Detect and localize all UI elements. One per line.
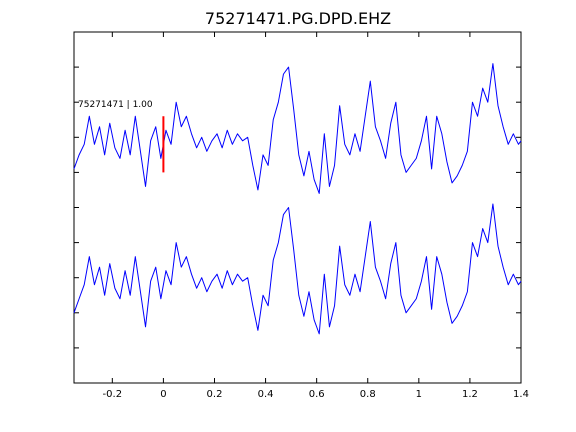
axes: -0.2 0 0.2 0.4 0.6 0.8 1 1.2 1.4 [74,32,529,400]
trace-line-2 [73,203,522,335]
trace-label: 75271471 | 1.00 [78,100,153,110]
trace-lines [73,63,522,335]
x-tick-label: 1.2 [462,389,478,400]
x-tick-label: 1 [416,389,422,400]
x-tick-label: 1.4 [513,389,529,400]
x-tick-label: 0 [160,389,166,400]
x-tick-label: -0.2 [103,389,123,400]
trace-line-1 [73,63,522,194]
x-tick-label: 0.8 [360,389,376,400]
x-tick-label: 0.4 [258,389,274,400]
annotations: 75271471 | 1.00 [78,100,165,173]
x-tick-label: 0.2 [207,389,223,400]
chart-title: 75271471.PG.DPD.EHZ [205,9,391,28]
x-tick-label: 0.6 [309,389,325,400]
plot-area [73,31,522,384]
